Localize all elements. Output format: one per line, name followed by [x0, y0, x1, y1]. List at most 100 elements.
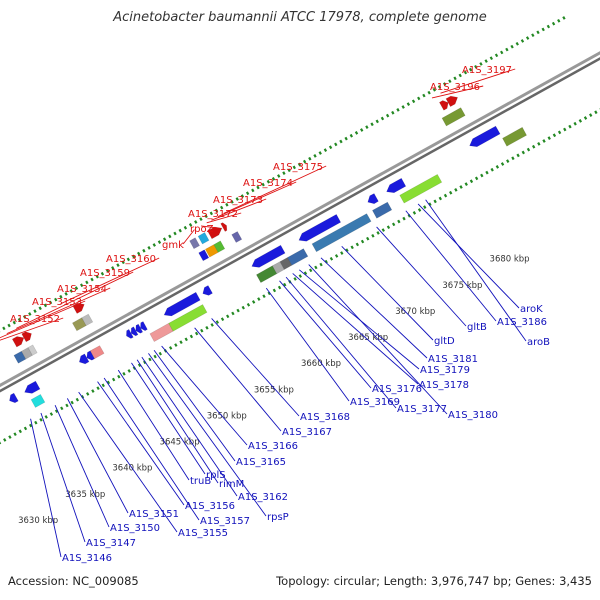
bottom-gene-label: A1S_3157 [200, 516, 250, 527]
inner-ring-dot [60, 406, 64, 411]
scale-tick-label: 3660 kbp [301, 359, 341, 369]
inner-ring-dot [578, 119, 583, 123]
bottom-gene-label: A1S_3179 [420, 365, 470, 376]
top-gene-label: A1S_3153 [32, 297, 82, 308]
outer-ring-dot [43, 303, 48, 308]
gene-feature [298, 213, 342, 242]
gene-feature [441, 107, 466, 127]
top-gene-label: A1S_3172 [188, 209, 238, 220]
top-gene-leader [0, 300, 86, 339]
outer-ring-dot [308, 156, 312, 161]
inner-ring-dot [443, 193, 448, 198]
outer-ring-dot [137, 251, 141, 256]
outer-ring-dot [380, 116, 385, 121]
outer-ring-dot [536, 30, 540, 35]
inner-ring-dot [511, 156, 515, 161]
scale-tick-label: 3655 kbp [254, 385, 294, 395]
outer-ring-dot [354, 131, 359, 135]
bottom-gene-label: A1S_3156 [185, 501, 235, 512]
outer-ring-dot [448, 79, 452, 83]
outer-ring-dot [64, 292, 68, 296]
bottom-gene-leader [40, 412, 86, 543]
inner-ring-dot [220, 317, 225, 322]
outer-ring-dot [396, 108, 400, 112]
inner-ring-dot [376, 231, 380, 235]
bottom-gene-leader [341, 245, 434, 341]
scale-tick-label: 3650 kbp [207, 411, 247, 421]
outer-ring-dot [328, 145, 333, 150]
top-gene-leader [182, 229, 195, 245]
gene-feature [168, 304, 208, 332]
inner-ring-dot [236, 308, 240, 313]
inner-ring-dot [23, 426, 28, 431]
topology-label: Topology: circular; Length: 3,976,747 bp… [276, 574, 592, 588]
gene-feature [197, 232, 210, 245]
gene-feature [130, 326, 139, 337]
outer-ring-dot [339, 139, 343, 144]
inner-ring-dot [179, 340, 183, 345]
inner-ring-dot [469, 179, 474, 184]
bottom-gene-leader [141, 356, 238, 497]
outer-ring-dot [74, 286, 79, 290]
bottom-gene-label: rimM [219, 479, 244, 490]
inner-ring-dot [360, 239, 365, 244]
inner-ring-dot [13, 432, 17, 437]
bottom-gene-leader [292, 273, 419, 385]
bottom-gene-leader [376, 226, 467, 327]
bottom-gene-leader [161, 345, 248, 446]
outer-ring-dot [557, 18, 561, 23]
outer-ring-dot [468, 67, 473, 72]
outer-ring-dot [17, 317, 22, 322]
outer-ring-dot [385, 113, 390, 118]
scale-tick-label: 3670 kbp [395, 307, 435, 317]
outer-ring-dot [245, 191, 250, 196]
outer-ring-dot [100, 271, 105, 276]
gene-feature [367, 193, 379, 205]
outer-ring-dot [152, 243, 156, 247]
bottom-gene-label: A1S_3162 [238, 492, 288, 503]
inner-ring-dot [18, 429, 22, 434]
bottom-gene-label: rpsP [267, 512, 289, 523]
inner-ring-dot [34, 420, 38, 425]
outer-ring-dot [199, 217, 203, 221]
outer-ring-dot [126, 257, 131, 262]
bottom-gene-leader [285, 276, 397, 409]
top-gene-leader [0, 317, 64, 341]
inner-ring-dot [174, 343, 178, 347]
bottom-gene-leader [97, 381, 185, 506]
inner-ring-dot [241, 305, 245, 310]
inner-ring-dot [397, 219, 401, 224]
outer-ring-dot [173, 231, 177, 236]
gene-feature [386, 177, 407, 194]
inner-ring-dot [402, 216, 406, 221]
bottom-gene-label: A1S_3166 [248, 441, 298, 452]
inner-ring-dot [526, 147, 531, 152]
bottom-gene-leader [320, 257, 428, 359]
inner-ring-dot [557, 130, 562, 135]
inner-ring-dot [262, 294, 266, 299]
outer-ring-dot [59, 294, 63, 299]
inner-ring-dot [309, 268, 313, 273]
inner-ring-dot [226, 314, 230, 319]
gene-feature [24, 380, 41, 394]
outer-ring-dot [401, 105, 405, 109]
outer-ring-dot [484, 59, 488, 63]
bottom-gene-labels: A1S_3146 A1S_3147 A1S_3150 A1S_3151 A1S_3155… [30, 199, 550, 564]
inner-ring-dot [516, 153, 520, 158]
inner-ring-dot [117, 374, 121, 379]
outer-ring-dot [474, 64, 478, 69]
outer-ring-dot [28, 312, 32, 316]
inner-ring-dot [283, 282, 287, 287]
outer-ring-dot [157, 240, 162, 244]
bottom-gene-leader [417, 203, 520, 309]
bottom-gene-label: A1S_3151 [129, 509, 179, 520]
outer-ring-dot [313, 154, 317, 158]
outer-ring-dot [204, 214, 208, 219]
ring-dots [0, 16, 600, 445]
top-gene-leader [200, 225, 218, 229]
gene-feature [9, 392, 19, 404]
backbone-line [0, 57, 600, 393]
top-gene-leader [206, 212, 242, 224]
